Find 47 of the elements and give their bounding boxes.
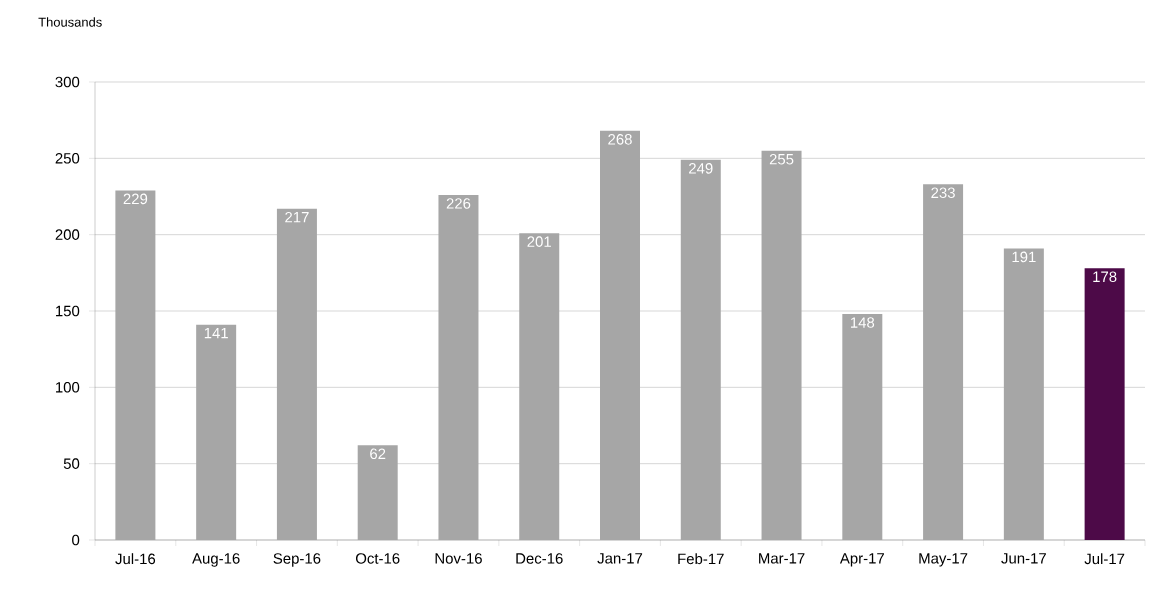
bar [600, 130, 640, 540]
bar [196, 324, 237, 540]
bar [438, 194, 479, 540]
data-label: 233 [931, 187, 955, 199]
bar [680, 159, 721, 540]
y-tick-label: 200 [55, 229, 80, 240]
y-tick-label: 150 [56, 305, 80, 317]
data-label: 255 [769, 153, 794, 165]
y-tick-label: 250 [55, 153, 80, 164]
data-label: 62 [370, 448, 386, 460]
x-tick-label: Sep-16 [273, 553, 321, 567]
x-tick-label: Apr-17 [839, 553, 884, 567]
x-tick-label: Oct-16 [355, 553, 400, 564]
bar [1003, 248, 1044, 540]
y-tick-label: 300 [55, 76, 80, 88]
x-tick-label: Feb-17 [678, 553, 724, 565]
bar [115, 190, 156, 540]
data-label: 229 [123, 193, 148, 205]
bar [519, 233, 560, 540]
data-label: 148 [850, 317, 875, 328]
bar [276, 208, 317, 540]
x-tick-label: Mar-17 [759, 553, 805, 564]
data-label: 226 [446, 198, 471, 209]
x-tick-label: Jan-17 [597, 553, 643, 564]
y-tick-label: 100 [56, 382, 80, 393]
data-label: 268 [608, 134, 632, 145]
bar [923, 184, 964, 540]
x-tick-label: Dec-16 [516, 553, 563, 564]
x-tick-label: Jul-17 [1084, 553, 1125, 565]
data-label: 201 [527, 236, 551, 247]
data-label: 178 [1093, 271, 1117, 283]
x-tick-label: May-17 [919, 553, 968, 567]
x-tick-label: Jun-17 [1001, 553, 1046, 564]
data-label: 141 [204, 327, 228, 339]
x-tick-label: Aug-16 [192, 553, 240, 567]
y-axis-title: Thousands [38, 17, 102, 27]
data-label: 217 [285, 211, 309, 223]
data-label: 249 [689, 163, 713, 174]
y-tick-label: 50 [63, 458, 80, 469]
bar [842, 314, 883, 540]
x-tick-label: Nov-16 [435, 553, 482, 564]
bar [357, 445, 398, 540]
data-label: 191 [1012, 251, 1036, 263]
x-tick-label: Jul-16 [115, 553, 156, 565]
y-tick-label: 0 [72, 534, 80, 546]
bar [761, 150, 802, 540]
bar [1084, 268, 1125, 540]
